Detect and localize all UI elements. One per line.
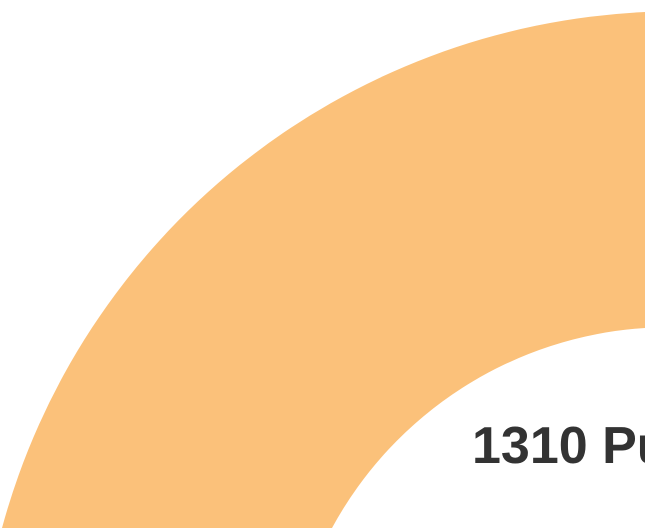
address-headline: 1310 Pu [472, 417, 645, 475]
orange-ring-segment [2, 12, 645, 528]
